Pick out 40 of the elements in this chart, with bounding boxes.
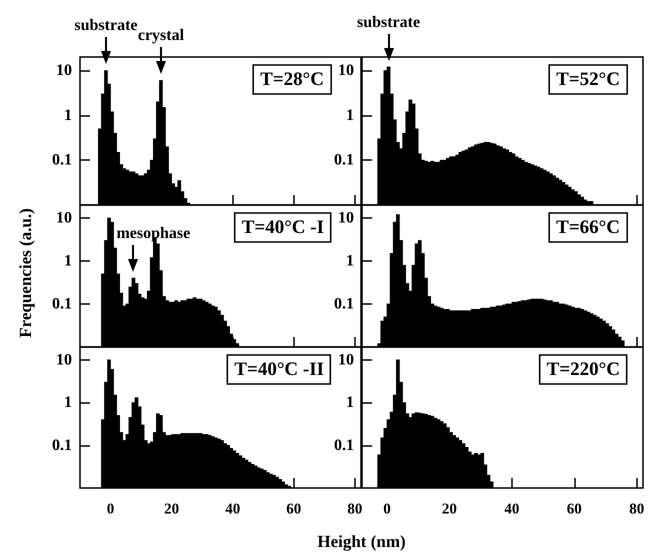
y-tick-label: 0.1 <box>52 436 72 454</box>
x-tick-label: 20 <box>442 502 457 518</box>
x-tick-label: 40 <box>504 502 520 518</box>
x-tick-label: 60 <box>286 502 302 518</box>
y-tick-label: 10 <box>338 209 354 226</box>
text: T=40°C -I <box>242 217 324 238</box>
x-axis-title: Height (nm) <box>317 532 406 552</box>
text: T=40°C -II <box>234 359 324 380</box>
y-tick-label: 10 <box>56 62 72 79</box>
annotation: substrate <box>74 17 138 36</box>
y-axis-title: Frequencies (a.u.) <box>16 208 36 338</box>
y-tick-label: 0.1 <box>52 295 72 312</box>
x-tick-label: 80 <box>629 502 644 518</box>
text: T=52°C <box>556 69 620 90</box>
y-tick-label: 1 <box>346 394 354 412</box>
annotation: substrate <box>356 14 420 32</box>
text: T=28°C <box>260 69 324 90</box>
text: T=220°C <box>546 359 620 380</box>
x-tick-label: 40 <box>225 502 240 518</box>
y-tick-label: 10 <box>338 62 354 79</box>
y-tick-label: 10 <box>56 351 72 368</box>
y-tick-label: 1 <box>64 252 72 270</box>
x-tick-label: 0 <box>383 502 391 518</box>
y-tick-label: 1 <box>64 394 72 412</box>
text: T=66°C <box>556 217 620 238</box>
y-tick-label: 0.1 <box>334 295 354 312</box>
y-tick-label: 1 <box>64 106 72 124</box>
y-tick-label: 10 <box>338 351 354 368</box>
y-tick-label: 1 <box>346 252 354 270</box>
x-tick-label: 20 <box>164 502 180 518</box>
y-tick-label: 0.1 <box>52 152 72 169</box>
x-tick-label: 0 <box>106 502 114 518</box>
annotation: mesophase <box>116 225 190 244</box>
y-tick-label: 0.1 <box>334 152 354 169</box>
x-tick-label: 80 <box>347 502 362 518</box>
annotation: crystal <box>138 27 184 46</box>
y-tick-label: 1 <box>346 106 354 124</box>
y-tick-label: 10 <box>56 209 72 226</box>
y-tick-label: 0.1 <box>334 436 354 454</box>
x-tick-label: 60 <box>566 502 582 518</box>
